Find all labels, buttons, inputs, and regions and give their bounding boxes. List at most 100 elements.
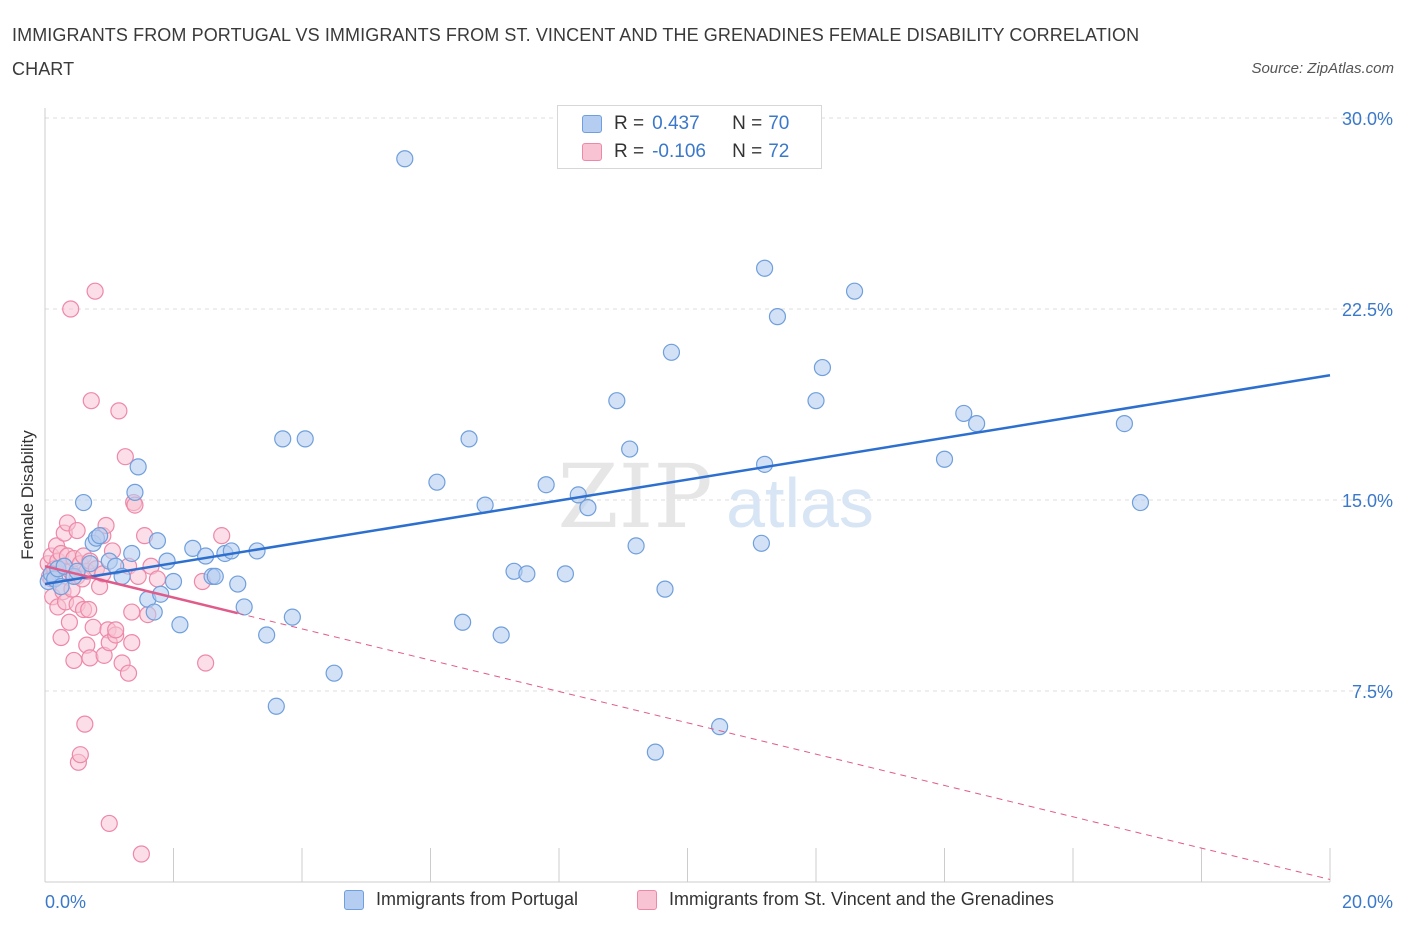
data-point-portugal (129, 458, 147, 476)
data-point-portugal (755, 259, 774, 277)
data-point-portugal (274, 430, 292, 448)
legend-item-label: Immigrants from St. Vincent and the Gren… (669, 889, 1054, 909)
legend-n-value: 72 (768, 141, 790, 162)
legend-item-portugal: Immigrants from Portugal (344, 889, 578, 910)
data-point-portugal (608, 392, 626, 410)
data-point-portugal (74, 493, 93, 512)
legend-n-label: N = (732, 141, 763, 162)
data-point-stvincent (60, 613, 79, 631)
data-point-portugal (222, 542, 240, 560)
legend-n-value: 70 (768, 113, 790, 134)
data-point-portugal (283, 608, 301, 626)
trend-lines (44, 373, 1331, 880)
x-tick-label: 0.0% (45, 892, 86, 912)
axes (44, 108, 1331, 883)
series-legend: Immigrants from Portugal Immigrants from… (0, 889, 1406, 915)
legend-swatch-blue (344, 889, 364, 910)
data-point-portugal (537, 476, 555, 494)
data-point-stvincent (116, 448, 134, 466)
x-tick-label: 20.0% (1342, 892, 1393, 912)
data-point-portugal (206, 567, 224, 586)
data-point-portugal (621, 440, 639, 458)
data-point-stvincent (71, 746, 89, 764)
data-point-portugal (579, 499, 597, 517)
data-point-stvincent (132, 845, 150, 863)
data-point-stvincent (68, 521, 86, 540)
data-point-portugal (955, 404, 973, 423)
legend-row-portugal: R = 0.437 N = 70 (582, 112, 789, 136)
legend-r-value: 0.437 (652, 113, 700, 134)
data-point-portugal (662, 343, 681, 361)
data-point-stvincent (62, 300, 80, 318)
data-point-portugal (768, 308, 787, 326)
data-point-portugal (396, 150, 414, 168)
data-point-portugal (229, 575, 247, 593)
data-point-portugal (145, 603, 163, 621)
data-point-portugal (235, 598, 253, 616)
data-point-stvincent (81, 649, 99, 667)
data-point-portugal (148, 532, 167, 550)
data-point-portugal (184, 539, 202, 557)
data-point-stvincent (197, 654, 215, 672)
data-point-portugal (164, 572, 183, 591)
legend-n-label: N = (732, 113, 763, 134)
y-tick-label: 15.0% (1342, 491, 1393, 511)
data-point-stvincent (107, 621, 125, 639)
data-point-portugal (171, 616, 189, 634)
data-point-portugal (813, 358, 832, 377)
data-point-portugal (752, 534, 770, 552)
data-point-stvincent (148, 570, 167, 588)
legend-item-label: Immigrants from Portugal (376, 889, 579, 909)
data-point-stvincent (80, 600, 98, 619)
legend-item-stvincent: Immigrants from St. Vincent and the Gren… (637, 889, 1054, 910)
data-point-portugal (656, 580, 674, 598)
data-point-stvincent (52, 628, 70, 647)
data-point-portugal (556, 565, 575, 583)
data-point-portugal (518, 565, 536, 583)
stats-legend: R = 0.437 N = 70 R = -0.106 N = 72 (557, 105, 822, 169)
series-blue-points (39, 150, 1150, 761)
legend-r-label: R = (614, 141, 645, 162)
data-point-portugal (158, 552, 176, 570)
data-point-portugal (460, 430, 478, 448)
legend-r-value: -0.106 (652, 141, 706, 162)
data-point-portugal (968, 415, 986, 433)
data-point-stvincent (82, 392, 100, 410)
data-point-portugal (711, 718, 729, 736)
legend-swatch-pink (582, 143, 602, 161)
watermark-atlas: atlas (726, 464, 874, 542)
data-point-portugal (492, 626, 510, 644)
data-point-stvincent (100, 814, 118, 833)
data-point-stvincent (110, 402, 128, 420)
data-point-portugal (646, 743, 664, 761)
data-point-portugal (123, 544, 141, 563)
legend-row-stvincent: R = -0.106 N = 72 (582, 140, 789, 164)
y-tick-label: 7.5% (1352, 682, 1393, 702)
data-point-portugal (81, 555, 99, 573)
data-point-portugal (267, 697, 285, 715)
data-point-portugal (1115, 415, 1134, 433)
trend-line-stvincent-extension (237, 612, 1331, 880)
data-point-stvincent (65, 651, 83, 670)
source-label: Source: ZipAtlas.com (1251, 60, 1394, 77)
legend-swatch-blue (582, 115, 602, 133)
data-point-stvincent (84, 618, 102, 636)
data-point-portugal (91, 527, 109, 545)
legend-r-label: R = (614, 113, 645, 134)
trend-line-stvincent (44, 564, 239, 615)
data-point-stvincent (213, 527, 231, 545)
legend-swatch-pink (637, 889, 657, 910)
data-point-portugal (126, 483, 144, 501)
watermark: ZIP atlas (557, 445, 874, 548)
data-point-portugal (325, 664, 343, 682)
data-point-stvincent (123, 603, 141, 621)
data-point-stvincent (123, 634, 141, 652)
y-tick-label: 22.5% (1342, 300, 1393, 320)
data-point-portugal (845, 282, 864, 300)
data-point-portugal (627, 537, 645, 555)
data-point-portugal (1131, 493, 1150, 512)
data-point-stvincent (119, 664, 138, 682)
data-point-portugal (428, 473, 446, 491)
data-point-stvincent (86, 282, 104, 300)
